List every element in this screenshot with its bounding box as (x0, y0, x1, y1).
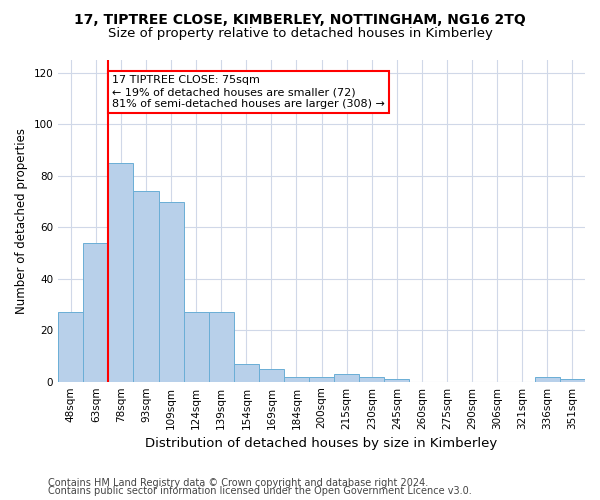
Bar (385, 379, 409, 382)
Text: Size of property relative to detached houses in Kimberley: Size of property relative to detached ho… (107, 28, 493, 40)
Text: Contains HM Land Registry data © Crown copyright and database right 2024.: Contains HM Land Registry data © Crown c… (48, 478, 428, 488)
Y-axis label: Number of detached properties: Number of detached properties (15, 128, 28, 314)
Bar (284, 376, 309, 382)
Bar (234, 364, 259, 382)
Text: Contains public sector information licensed under the Open Government Licence v3: Contains public sector information licen… (48, 486, 472, 496)
Bar (334, 374, 359, 382)
Bar (158, 202, 184, 382)
Bar (133, 191, 158, 382)
X-axis label: Distribution of detached houses by size in Kimberley: Distribution of detached houses by size … (145, 437, 498, 450)
Bar (535, 376, 560, 382)
Bar (259, 369, 284, 382)
Text: 17 TIPTREE CLOSE: 75sqm
← 19% of detached houses are smaller (72)
81% of semi-de: 17 TIPTREE CLOSE: 75sqm ← 19% of detache… (112, 76, 385, 108)
Bar (109, 163, 133, 382)
Bar (209, 312, 234, 382)
Text: 17, TIPTREE CLOSE, KIMBERLEY, NOTTINGHAM, NG16 2TQ: 17, TIPTREE CLOSE, KIMBERLEY, NOTTINGHAM… (74, 12, 526, 26)
Bar (83, 242, 109, 382)
Bar (560, 379, 585, 382)
Bar (58, 312, 83, 382)
Bar (359, 376, 385, 382)
Bar (309, 376, 334, 382)
Bar (184, 312, 209, 382)
